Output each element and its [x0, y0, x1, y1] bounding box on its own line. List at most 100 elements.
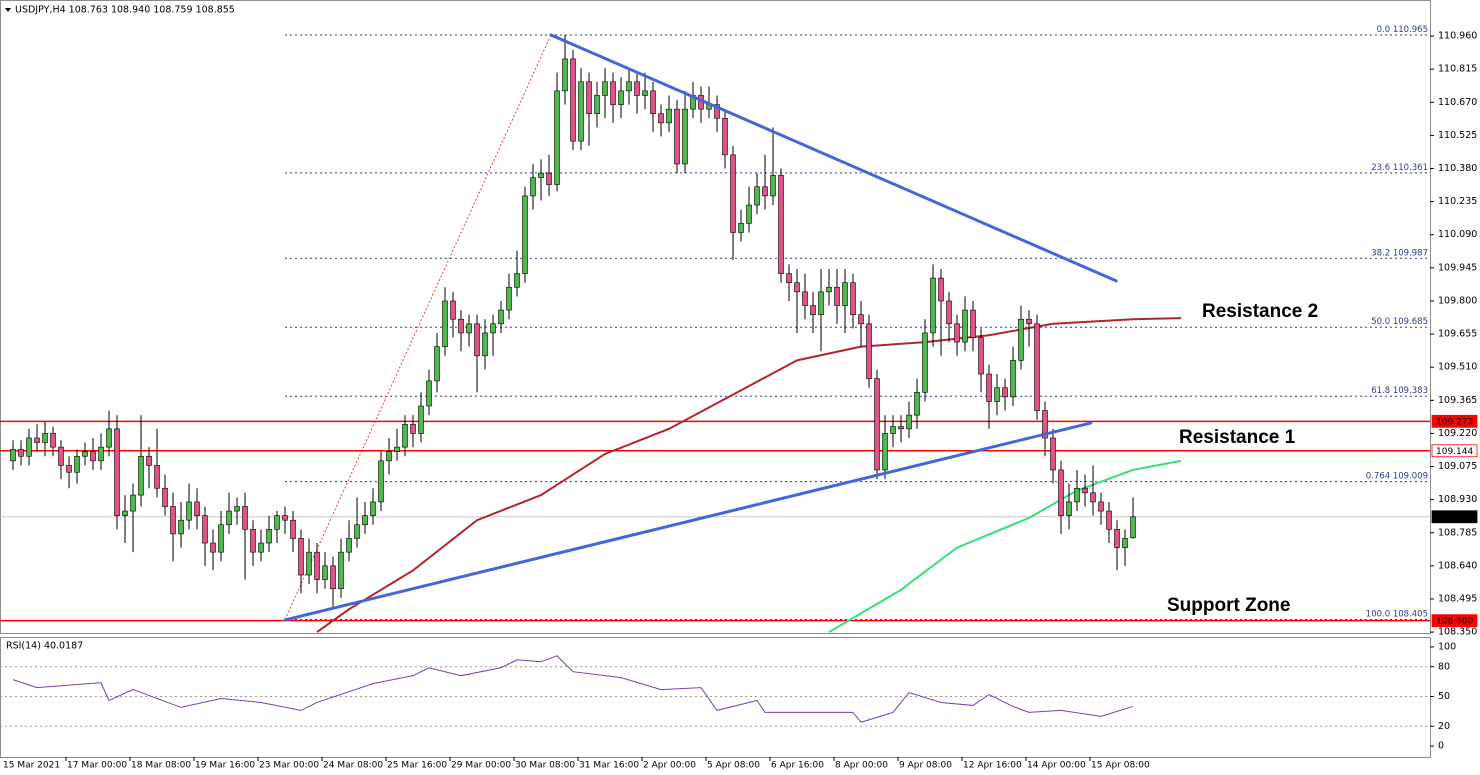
price-tag: [1431, 510, 1478, 524]
candle-body: [98, 446, 104, 462]
x-tick-label: 12 Apr 16:00: [963, 761, 1022, 771]
candle-body: [1034, 323, 1040, 411]
candle-body: [426, 380, 432, 407]
candle-body: [770, 175, 776, 197]
candle-body: [986, 373, 992, 402]
fib-level-name: 50.0: [1371, 317, 1390, 327]
x-tick-label: 14 Apr 00:00: [1027, 761, 1086, 771]
candle-body: [370, 501, 376, 516]
candle-body: [82, 451, 88, 457]
candle-body: [746, 204, 752, 224]
y-tick-label: 110.090: [1438, 229, 1477, 240]
fib-level-price: 108.405: [1393, 609, 1428, 619]
candle-body: [1106, 510, 1112, 530]
candle-body: [850, 282, 856, 315]
fib-level-price: 110.965: [1393, 24, 1428, 34]
x-tick-label: 17 Mar 00:00: [67, 761, 127, 771]
candle-body: [130, 494, 136, 512]
y-tick-label: 108.930: [1438, 494, 1477, 505]
candle-body: [226, 510, 232, 526]
candle-body: [522, 195, 528, 274]
candle-body: [26, 437, 32, 457]
y-tick-label: 108.785: [1438, 527, 1477, 538]
candle-body: [730, 154, 736, 233]
candle-body: [162, 487, 168, 507]
fib-level-name: 38.2: [1371, 248, 1390, 258]
candle-body: [1010, 360, 1016, 398]
trendline: [549, 33, 1118, 283]
candle-body: [74, 455, 80, 473]
candle-body: [378, 460, 384, 503]
candle-body: [242, 506, 248, 530]
candle-body: [938, 277, 944, 302]
candle-body: [1122, 538, 1128, 548]
candle-body: [946, 300, 952, 325]
candle-body: [842, 282, 848, 306]
candle-body: [922, 332, 928, 393]
price-tag: [1431, 614, 1478, 628]
price-tag-label: 109.273: [1436, 417, 1473, 427]
candle-body: [1082, 487, 1088, 494]
x-tick-label: 15 Mar 2021: [3, 761, 60, 771]
fib-level-price: 109.009: [1393, 471, 1428, 481]
candle-body: [586, 81, 592, 115]
fib-level-name: 23.6: [1371, 162, 1390, 172]
candle-body: [546, 172, 552, 185]
candle-body: [1002, 387, 1008, 398]
fib-level-price: 109.685: [1393, 317, 1428, 327]
y-tick-label: 109.800: [1438, 295, 1477, 306]
rsi-title: RSI(14) 40.0187: [6, 641, 83, 652]
candle-body: [314, 551, 320, 580]
candle-body: [18, 449, 24, 457]
candle-body: [258, 542, 264, 553]
candle-body: [170, 506, 176, 535]
y-tick-label: 109.220: [1438, 428, 1477, 439]
candle-body: [914, 392, 920, 416]
x-tick-label: 6 Apr 16:00: [771, 761, 824, 771]
candle-body: [418, 405, 424, 434]
fib-level-label: 23.6 110.361: [1371, 162, 1428, 172]
candle-body: [386, 451, 392, 462]
moving-average: [316, 317, 1182, 633]
candle-body: [450, 300, 456, 320]
candle-body: [218, 524, 224, 553]
candle-body: [354, 524, 360, 539]
candle-body: [146, 455, 152, 466]
candle-body: [498, 309, 504, 325]
candle-body: [554, 90, 560, 185]
candle-body: [650, 90, 656, 115]
candle-body: [122, 510, 128, 516]
price-tag: [1431, 444, 1478, 458]
main-pane-frame: [0, 0, 1431, 634]
candle-body: [714, 104, 720, 119]
candle-body: [626, 81, 632, 92]
candle-body: [58, 446, 64, 466]
candle-body: [178, 519, 184, 535]
candle-body: [154, 465, 160, 489]
candle-body: [618, 90, 624, 105]
candle-body: [186, 501, 192, 521]
candle-body: [50, 433, 56, 448]
fib-level-name: 0.0: [1377, 24, 1391, 34]
candle-body: [250, 529, 256, 553]
x-tick-label: 15 Apr 08:00: [1091, 761, 1150, 771]
candle-body: [298, 538, 304, 576]
y-tick-label: 108.495: [1438, 593, 1477, 604]
y-tick-label: 108.640: [1438, 560, 1477, 571]
candle-body: [10, 449, 16, 462]
candle-body: [738, 223, 744, 233]
candle-body: [786, 273, 792, 284]
fib-level-name: 100.0: [1366, 609, 1390, 619]
candle-body: [274, 515, 280, 530]
y-tick-label: 109.655: [1438, 329, 1477, 340]
candle-body: [442, 300, 448, 347]
candle-body: [1130, 516, 1136, 539]
candle-body: [194, 501, 200, 516]
candle-body: [306, 551, 312, 576]
candle-body: [530, 177, 536, 197]
menu-arrow: [5, 8, 11, 12]
moving-average: [828, 459, 1182, 633]
annotation: Support Zone: [1167, 595, 1290, 616]
candle-body: [338, 551, 344, 589]
candle-body: [490, 323, 496, 334]
